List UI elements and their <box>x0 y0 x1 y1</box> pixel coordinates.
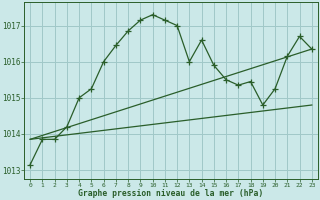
X-axis label: Graphe pression niveau de la mer (hPa): Graphe pression niveau de la mer (hPa) <box>78 189 264 198</box>
